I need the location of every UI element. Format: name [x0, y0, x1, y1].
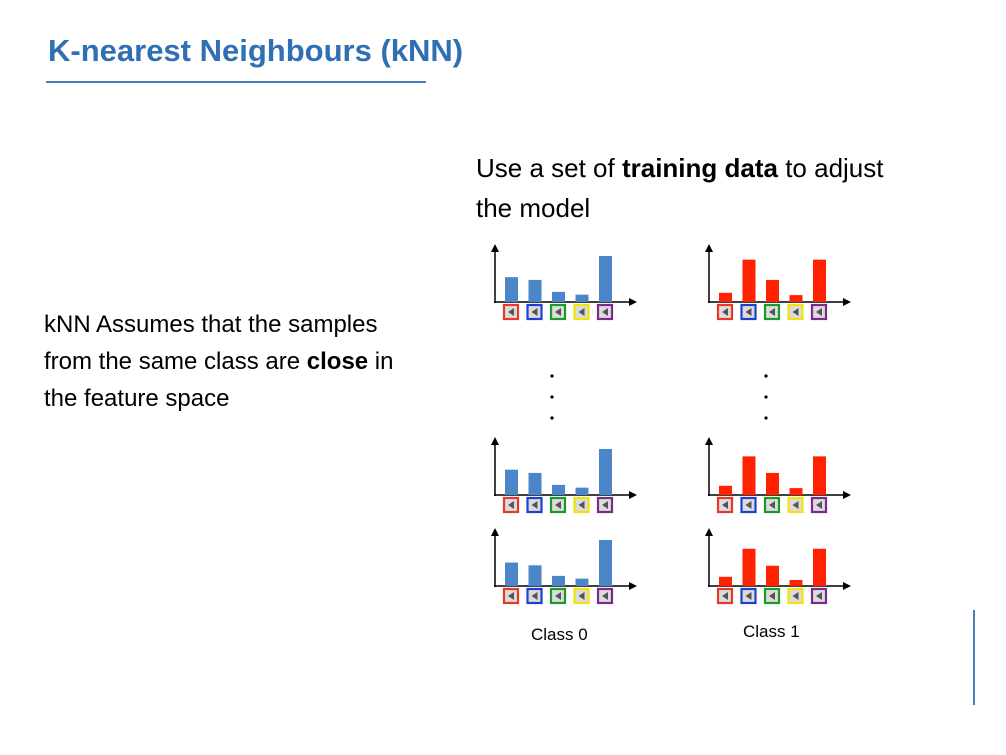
class0-hist1-bar-3 [575, 487, 589, 495]
training-text-part2: to adjust the model [476, 153, 884, 223]
class1-hist0-bar-1 [742, 259, 756, 302]
class0-hist0-bar-0 [505, 277, 518, 302]
class0-hist0-feature-glyph-2 [555, 308, 561, 316]
class0-hist1-bar-2 [552, 484, 565, 495]
class0-hist0-feature-glyph-0 [508, 308, 514, 316]
class1-hist2-feature-glyph-2 [769, 592, 775, 600]
class0-hist2-bar-3 [575, 578, 589, 586]
class0-hist1-feature-glyph-4 [602, 501, 608, 509]
class0-ellipsis-dot-0 [550, 374, 554, 378]
class0-hist0-feature-glyph-4 [602, 308, 608, 316]
class1-hist0-bar-2 [766, 279, 779, 302]
training-text-part1: Use a set of [476, 153, 622, 183]
class0-hist1-feature-glyph-3 [578, 501, 585, 509]
class1-hist2-feature-glyph-1 [745, 592, 752, 600]
assumption-text-part2: in the feature space [44, 348, 394, 412]
class0-hist1-bar-4 [599, 449, 612, 495]
slide-edge-rule [973, 610, 975, 705]
class1-ellipsis-dot-0 [764, 374, 768, 378]
assumption-text-part1: kNN Assumes that the samples from the sa… [44, 311, 378, 375]
class0-ellipsis-dot-1 [550, 395, 554, 399]
class0-hist0-feature-glyph-3 [578, 308, 585, 316]
class1-hist1-feature-glyph-0 [722, 501, 728, 509]
class1-hist2-bar-3 [789, 580, 803, 586]
class1-hist1-bar-2 [766, 472, 779, 495]
title-underline [46, 81, 426, 83]
class1-hist0-feature-glyph-4 [816, 308, 822, 316]
class1-hist2-bar-0 [719, 576, 732, 586]
class1-hist2-bar-4 [813, 548, 826, 586]
class1-hist2-bar-2 [766, 565, 779, 586]
class1-hist1-bar-3 [789, 488, 803, 495]
class0-hist1-feature-glyph-2 [555, 501, 561, 509]
class-0-label: Class 0 [531, 625, 588, 644]
class0-hist2-bar-2 [552, 575, 565, 586]
class1-hist1-bar-1 [742, 456, 756, 495]
class1-hist0-bar-4 [813, 259, 826, 302]
class1-hist1-bar-0 [719, 485, 732, 495]
class-1-label: Class 1 [743, 622, 800, 641]
class1-hist1-bar-4 [813, 456, 826, 495]
class1-hist0-bar-0 [719, 292, 732, 302]
class1-hist0-bar-3 [789, 295, 803, 302]
slide-title: K-nearest Neighbours (kNN) [48, 33, 464, 68]
class0-hist2-bar-1 [528, 565, 542, 586]
class0-hist1-bar-0 [505, 469, 518, 495]
knn-assumption-text: kNN Assumes that the samples from the sa… [44, 306, 424, 417]
class0-hist1-feature-glyph-1 [531, 501, 538, 509]
class0-hist0-bar-1 [528, 279, 542, 302]
class0-hist0-bar-3 [575, 294, 589, 302]
class1-hist2-feature-glyph-0 [722, 592, 728, 600]
assumption-text-bold: close [306, 348, 369, 375]
class0-hist1-bar-1 [528, 472, 542, 495]
class0-hist0-bar-2 [552, 291, 565, 302]
class1-ellipsis-dot-1 [764, 395, 768, 399]
class0-hist2-bar-0 [505, 562, 518, 586]
class1-hist1-feature-glyph-3 [792, 501, 799, 509]
class1-hist2-feature-glyph-3 [792, 592, 799, 600]
class0-hist2-feature-glyph-2 [555, 592, 561, 600]
class0-hist2-bar-4 [599, 540, 612, 586]
class1-hist1-feature-glyph-2 [769, 501, 775, 509]
class0-ellipsis-dot-2 [550, 416, 554, 420]
class1-hist2-feature-glyph-4 [816, 592, 822, 600]
class0-hist2-feature-glyph-0 [508, 592, 514, 600]
class1-hist2-bar-1 [742, 548, 756, 586]
class1-hist1-feature-glyph-1 [745, 501, 752, 509]
class1-hist1-feature-glyph-4 [816, 501, 822, 509]
class0-hist1-feature-glyph-0 [508, 501, 514, 509]
training-text-bold: training data [621, 153, 778, 183]
class0-hist0-bar-4 [599, 256, 612, 302]
class1-hist0-feature-glyph-2 [769, 308, 775, 316]
class1-hist0-feature-glyph-3 [792, 308, 799, 316]
class0-hist2-feature-glyph-4 [602, 592, 608, 600]
class0-hist0-feature-glyph-1 [531, 308, 538, 316]
class1-ellipsis-dot-2 [764, 416, 768, 420]
class1-hist0-feature-glyph-0 [722, 308, 728, 316]
class0-hist2-feature-glyph-3 [578, 592, 585, 600]
class0-hist2-feature-glyph-1 [531, 592, 538, 600]
class1-hist0-feature-glyph-1 [745, 308, 752, 316]
training-data-text: Use a set of training data to adjust the… [476, 148, 896, 228]
